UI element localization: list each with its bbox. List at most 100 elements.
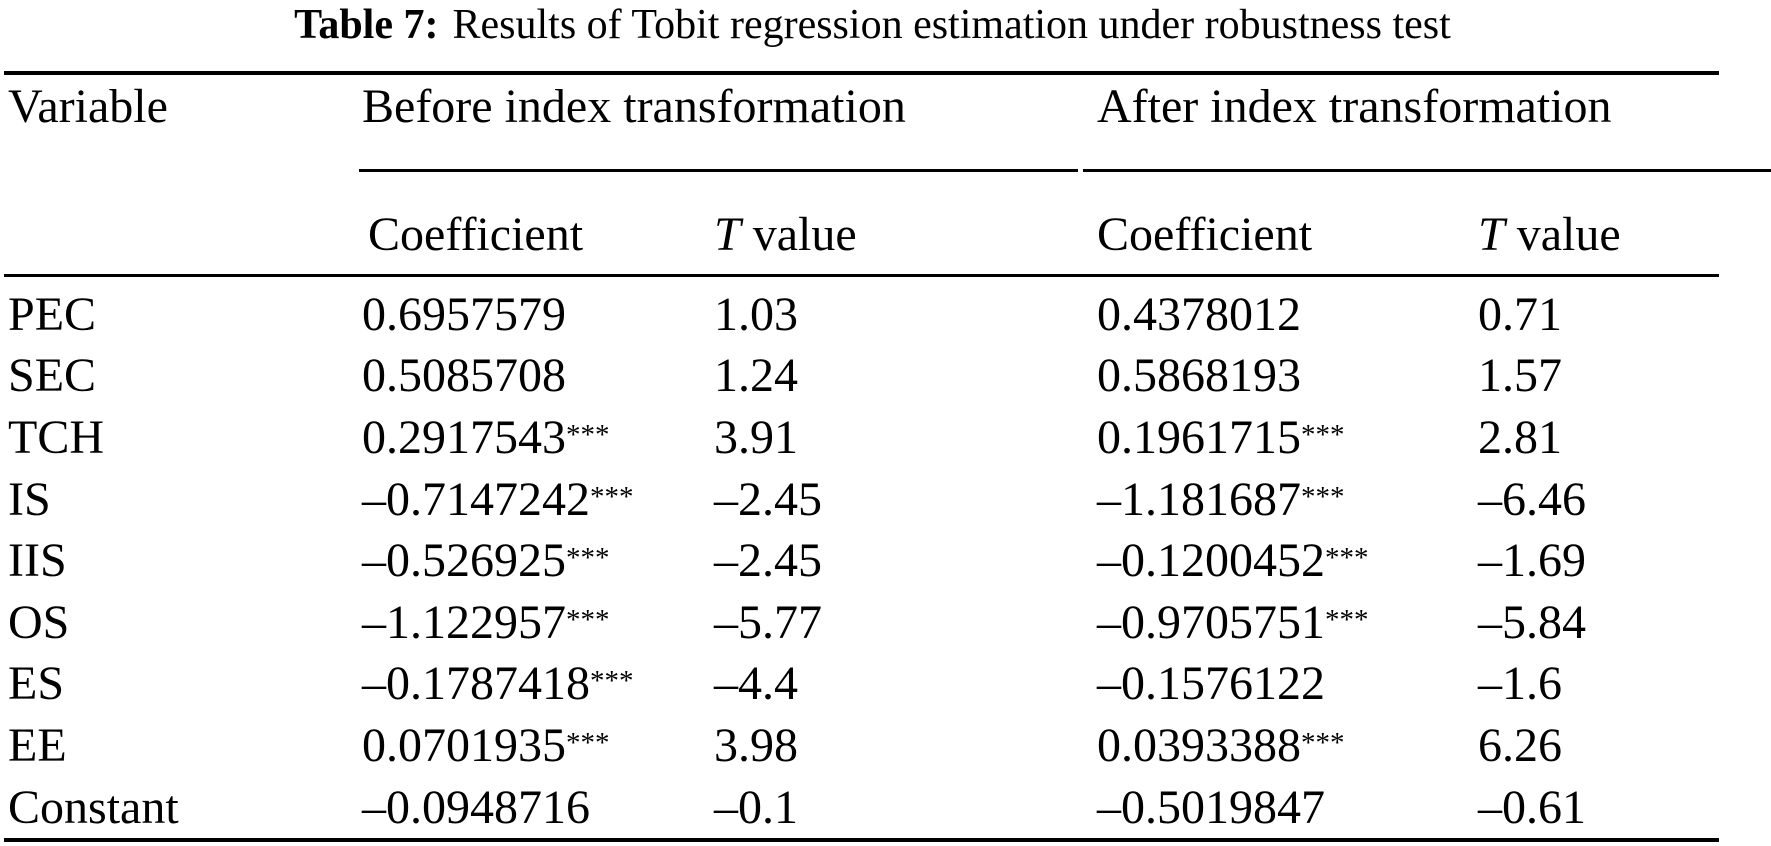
variable-cell: EE [8,718,67,772]
before-coefficient-cell: –0.526925*** [360,530,712,592]
variable-cell: IIS [8,534,67,588]
group-header-row: Variable Before index transformation Aft… [0,75,1771,170]
t-letter: T [714,208,741,261]
coefficient-value: –1.181687 [1097,472,1302,526]
significance-stars: *** [1325,603,1369,636]
before-t-value-cell: –5.77 [714,595,822,649]
table-top-rule [4,71,1719,75]
before-t-value-cell: 1.03 [714,287,798,341]
coefficient-value: 0.5868193 [1097,349,1302,403]
before-coefficient-header: Coefficient [368,208,584,261]
after-t-value-header: T value [1476,170,1771,284]
after-t-value-cell: 1.57 [1478,349,1563,403]
after-t-value-cell: –1.6 [1478,657,1563,711]
variable-cell: ES [8,657,65,711]
significance-stars: *** [590,665,634,698]
significance-stars: *** [1325,542,1369,575]
coefficient-value: –0.9705751 [1097,595,1326,649]
before-t-value-cell: 3.91 [714,410,798,464]
significance-stars: *** [590,480,634,513]
before-t-value-header: T value [712,170,1095,284]
variable-cell: OS [8,595,70,649]
after-t-value-cell: –5.84 [1478,595,1587,649]
coefficient-value: 0.4378012 [1097,287,1302,341]
before-coefficient-cell: –0.7147242*** [360,469,712,531]
after-t-value-cell: 6.26 [1478,718,1563,772]
coefficient-value: 0.6957579 [362,287,566,341]
coefficient-value: –1.122957 [362,595,566,649]
table-row: Constant –0.0948716 –0.1 –0.5019847 –0.6… [0,777,1771,839]
before-t-value-cell: –2.45 [714,534,822,588]
after-t-value-cell: 0.71 [1478,287,1563,341]
variable-cell: IS [8,472,51,526]
before-t-value-cell: 3.98 [714,718,798,772]
before-group-spanner-rule [359,169,1078,172]
after-t-value-cell: –0.61 [1478,780,1587,834]
before-t-value-cell: –2.45 [714,472,822,526]
before-coefficient-cell: 0.6957579 [360,284,712,346]
variable-cell: SEC [8,349,97,403]
table-row: OS –1.122957*** –5.77 –0.9705751*** –5.8… [0,592,1771,654]
significance-stars: *** [1301,480,1345,513]
after-coefficient-cell: –0.1200452*** [1095,530,1476,592]
coefficient-value: –0.1787418 [362,657,590,711]
coefficient-value: 0.2917543 [362,410,566,464]
after-coefficient-cell: –0.1576122 [1095,654,1476,716]
coefficient-value: –0.7147242 [362,472,590,526]
coefficient-value: –0.5019847 [1097,780,1326,834]
after-coefficient-cell: 0.0393388*** [1095,715,1476,777]
after-coefficient-cell: –1.181687*** [1095,469,1476,531]
after-t-value-cell: –1.69 [1478,534,1587,588]
coefficient-value: –0.0948716 [362,780,590,834]
coefficient-value: 0.5085708 [362,349,566,403]
coefficient-value: 0.0701935 [362,718,566,772]
before-t-value-cell: –4.4 [714,657,798,711]
coefficient-value: 0.1961715 [1097,410,1302,464]
table-number-label: Table 7: [294,2,439,48]
before-transformation-group-header: Before index transformation [362,80,906,133]
after-coefficient-cell: 0.4378012 [1095,284,1476,346]
significance-stars: *** [566,418,610,451]
t-word: value [1516,208,1621,261]
after-coefficient-cell: –0.5019847 [1095,777,1476,839]
before-t-value-cell: 1.24 [714,349,798,403]
table-bottom-rule [4,838,1719,842]
sub-header-row: Coefficient T value Coefficient T value [0,170,1771,284]
table-row: SEC 0.5085708 1.24 0.5868193 1.57 [0,346,1771,408]
variable-cell: Constant [8,780,179,834]
table-row: ES –0.1787418*** –4.4 –0.1576122 –1.6 [0,654,1771,716]
before-coefficient-cell: –0.1787418*** [360,654,712,716]
table-row: EE 0.0701935*** 3.98 0.0393388*** 6.26 [0,715,1771,777]
before-t-value-cell: –0.1 [714,780,798,834]
coefficient-value: –0.1200452 [1097,534,1326,588]
table-caption: Table 7: Results of Tobit regression esti… [0,2,1745,48]
before-coefficient-cell: –1.122957*** [360,592,712,654]
regression-results-table: Variable Before index transformation Aft… [0,75,1771,838]
after-t-value-cell: –6.46 [1478,472,1587,526]
coefficient-value: –0.526925 [362,534,566,588]
significance-stars: *** [1301,726,1345,759]
significance-stars: *** [1301,418,1345,451]
before-coefficient-cell: 0.0701935*** [360,715,712,777]
after-coefficient-cell: –0.9705751*** [1095,592,1476,654]
after-coefficient-header: Coefficient [1097,208,1313,261]
significance-stars: *** [566,603,610,636]
after-transformation-group-header: After index transformation [1097,80,1612,133]
table-row: IS –0.7147242*** –2.45 –1.181687*** –6.4… [0,469,1771,531]
t-letter: T [1478,208,1505,261]
table-caption-text: Results of Tobit regression estimation u… [452,2,1451,48]
significance-stars: *** [566,542,610,575]
variable-cell: TCH [8,410,104,464]
before-coefficient-cell: 0.5085708 [360,346,712,408]
table-row: IIS –0.526925*** –2.45 –0.1200452*** –1.… [0,530,1771,592]
t-word: value [752,208,857,261]
variable-column-header: Variable [8,80,168,133]
after-t-value-cell: 2.81 [1478,410,1563,464]
variable-cell: PEC [8,287,97,341]
coefficient-value: 0.0393388 [1097,718,1302,772]
before-coefficient-cell: –0.0948716 [360,777,712,839]
significance-stars: *** [566,726,610,759]
after-coefficient-cell: 0.5868193 [1095,346,1476,408]
coefficient-value: –0.1576122 [1097,657,1326,711]
